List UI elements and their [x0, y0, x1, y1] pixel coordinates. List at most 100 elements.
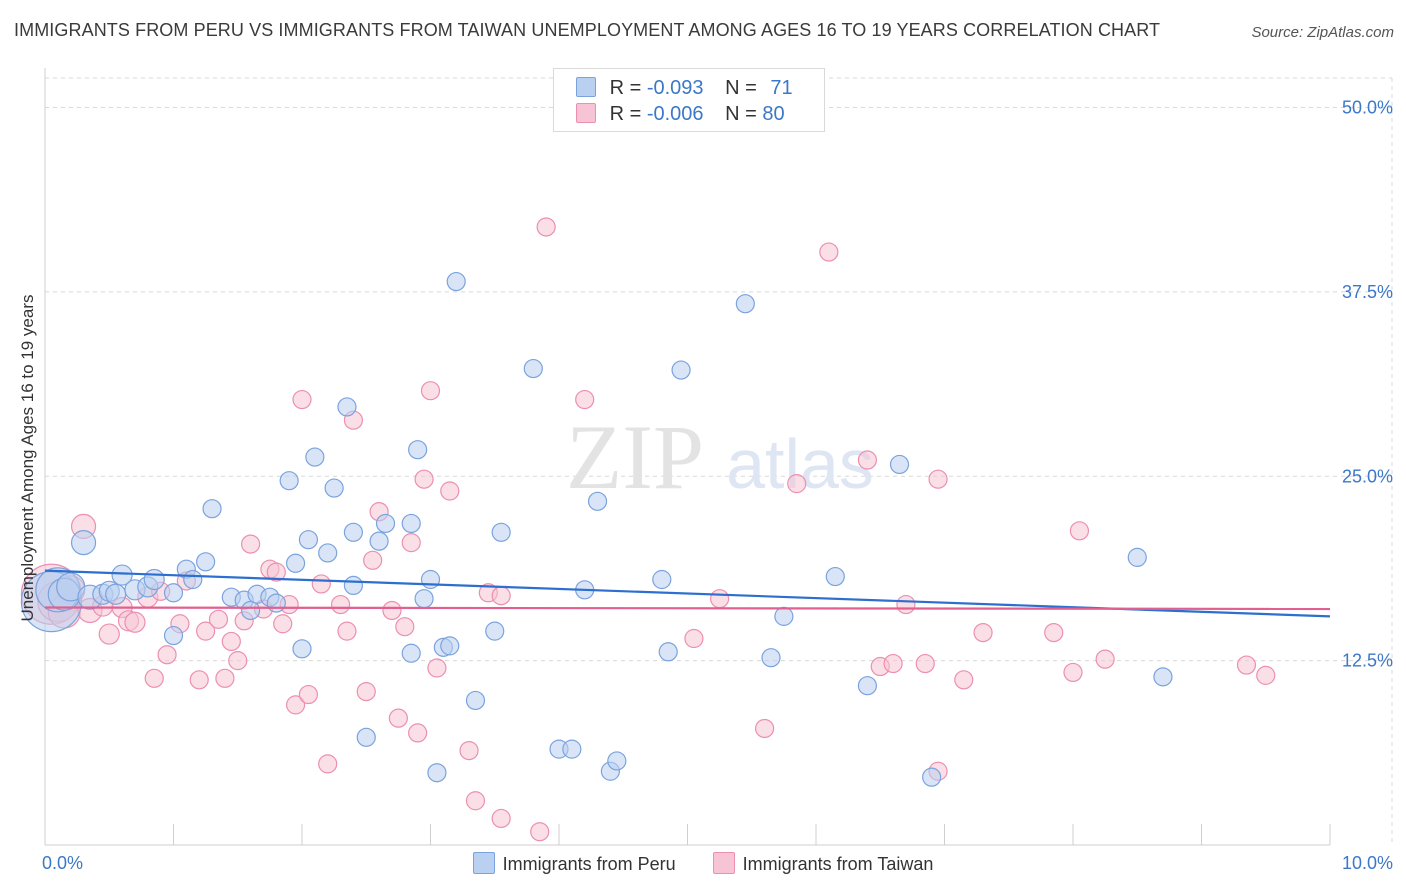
- y-tick-label: 50.0%: [1342, 98, 1393, 118]
- point-taiwan: [491, 808, 511, 829]
- point-taiwan: [388, 708, 408, 728]
- point-peru: [305, 447, 325, 467]
- point-taiwan: [896, 594, 916, 615]
- point-taiwan: [266, 562, 286, 582]
- point-peru: [1153, 667, 1173, 687]
- point-peru: [337, 397, 357, 417]
- y-tick-label: 25.0%: [1342, 466, 1393, 486]
- point-taiwan: [189, 670, 209, 690]
- point-taiwan: [311, 574, 331, 594]
- point-peru: [427, 763, 447, 783]
- series-peru-points: [20, 271, 1173, 787]
- point-peru: [420, 569, 441, 590]
- point-taiwan: [883, 653, 903, 674]
- point-taiwan: [124, 611, 146, 633]
- x-tick-label-max: 10.0%: [1342, 853, 1393, 873]
- point-taiwan: [285, 695, 306, 715]
- legend-taiwan-r-label: R =: [609, 103, 647, 125]
- point-taiwan: [292, 389, 312, 410]
- series-taiwan-points: [20, 217, 1276, 842]
- y-axis-label: Unemployment Among Ages 16 to 19 years: [18, 294, 37, 622]
- point-taiwan: [465, 791, 486, 811]
- point-taiwan: [440, 481, 460, 501]
- point-peru: [825, 566, 845, 587]
- point-taiwan: [754, 718, 775, 739]
- point-taiwan: [915, 653, 935, 674]
- point-taiwan: [298, 684, 319, 705]
- legend-peru-n-label: N =: [725, 77, 763, 99]
- grid-lines: [45, 77, 1393, 845]
- point-taiwan: [857, 450, 878, 470]
- point-taiwan: [973, 622, 993, 643]
- point-peru: [446, 271, 466, 292]
- point-peru: [857, 676, 878, 696]
- point-peru: [196, 552, 216, 572]
- point-peru: [298, 530, 319, 550]
- legend-peru-r-label: R =: [609, 77, 647, 99]
- legend-item-taiwan[interactable]: Immigrants from Taiwan: [712, 852, 934, 875]
- watermark: ZIP atlas: [566, 406, 874, 508]
- point-taiwan: [414, 469, 434, 489]
- point-taiwan: [318, 754, 338, 774]
- point-peru: [440, 636, 460, 656]
- point-peru: [369, 531, 389, 551]
- point-taiwan: [215, 668, 235, 688]
- chart-title: IMMIGRANTS FROM PERU VS IMMIGRANTS FROM …: [14, 20, 1161, 40]
- point-peru: [671, 360, 691, 380]
- point-peru: [343, 575, 363, 596]
- legend-taiwan-n-label: N =: [725, 103, 763, 125]
- legend-box-peru: [472, 852, 495, 874]
- point-peru: [343, 522, 363, 542]
- point-taiwan: [98, 623, 120, 645]
- y-tick-label: 37.5%: [1342, 282, 1393, 302]
- point-taiwan: [427, 658, 447, 678]
- point-peru: [241, 600, 261, 621]
- point-peru: [401, 513, 421, 534]
- point-peru: [1127, 547, 1147, 567]
- point-taiwan: [1069, 521, 1090, 541]
- legend-swatch-taiwan: [576, 103, 596, 123]
- legend-row-peru: R = -0.093 N = 71: [576, 77, 793, 99]
- point-peru: [889, 454, 910, 475]
- point-taiwan: [1236, 655, 1257, 675]
- legend-label-taiwan: Immigrants from Taiwan: [742, 854, 934, 874]
- point-taiwan: [273, 614, 293, 634]
- trend-line-taiwan: [44, 606, 1331, 611]
- point-peru: [324, 478, 344, 498]
- point-taiwan: [337, 621, 357, 641]
- point-taiwan: [157, 645, 177, 665]
- point-taiwan: [928, 469, 948, 489]
- point-peru: [408, 440, 428, 460]
- legend-item-peru[interactable]: Immigrants from Peru: [472, 852, 676, 875]
- trend-lines: [44, 569, 1331, 618]
- point-taiwan: [819, 242, 839, 262]
- legend-peru-n-value: 71: [770, 77, 793, 99]
- legend-swatch-peru: [576, 77, 596, 97]
- point-taiwan: [208, 609, 229, 629]
- point-taiwan: [1095, 649, 1115, 669]
- point-taiwan: [395, 617, 415, 637]
- x-tick-label-min: 0.0%: [42, 853, 83, 873]
- legend-row-taiwan: R = -0.006 N = 80: [576, 103, 785, 125]
- tick-labels: 12.5% 25.0% 37.5% 50.0% 0.0% 10.0%: [42, 98, 1393, 874]
- y-tick-label: 12.5%: [1342, 651, 1393, 671]
- point-peru: [143, 568, 165, 591]
- point-peru: [658, 642, 678, 662]
- point-peru: [163, 625, 184, 646]
- point-taiwan: [954, 670, 974, 690]
- point-taiwan: [1063, 662, 1083, 683]
- point-taiwan: [330, 594, 351, 615]
- point-peru: [70, 530, 97, 556]
- point-peru: [652, 569, 672, 590]
- source-label: Source: ZipAtlas.com: [1251, 24, 1394, 41]
- point-taiwan: [1044, 622, 1064, 643]
- point-taiwan: [575, 389, 595, 410]
- point-taiwan: [356, 681, 376, 702]
- point-peru: [774, 606, 794, 626]
- point-peru: [279, 471, 299, 491]
- point-peru: [562, 739, 582, 759]
- point-peru: [318, 543, 338, 563]
- point-peru: [414, 589, 434, 609]
- point-taiwan: [787, 474, 807, 494]
